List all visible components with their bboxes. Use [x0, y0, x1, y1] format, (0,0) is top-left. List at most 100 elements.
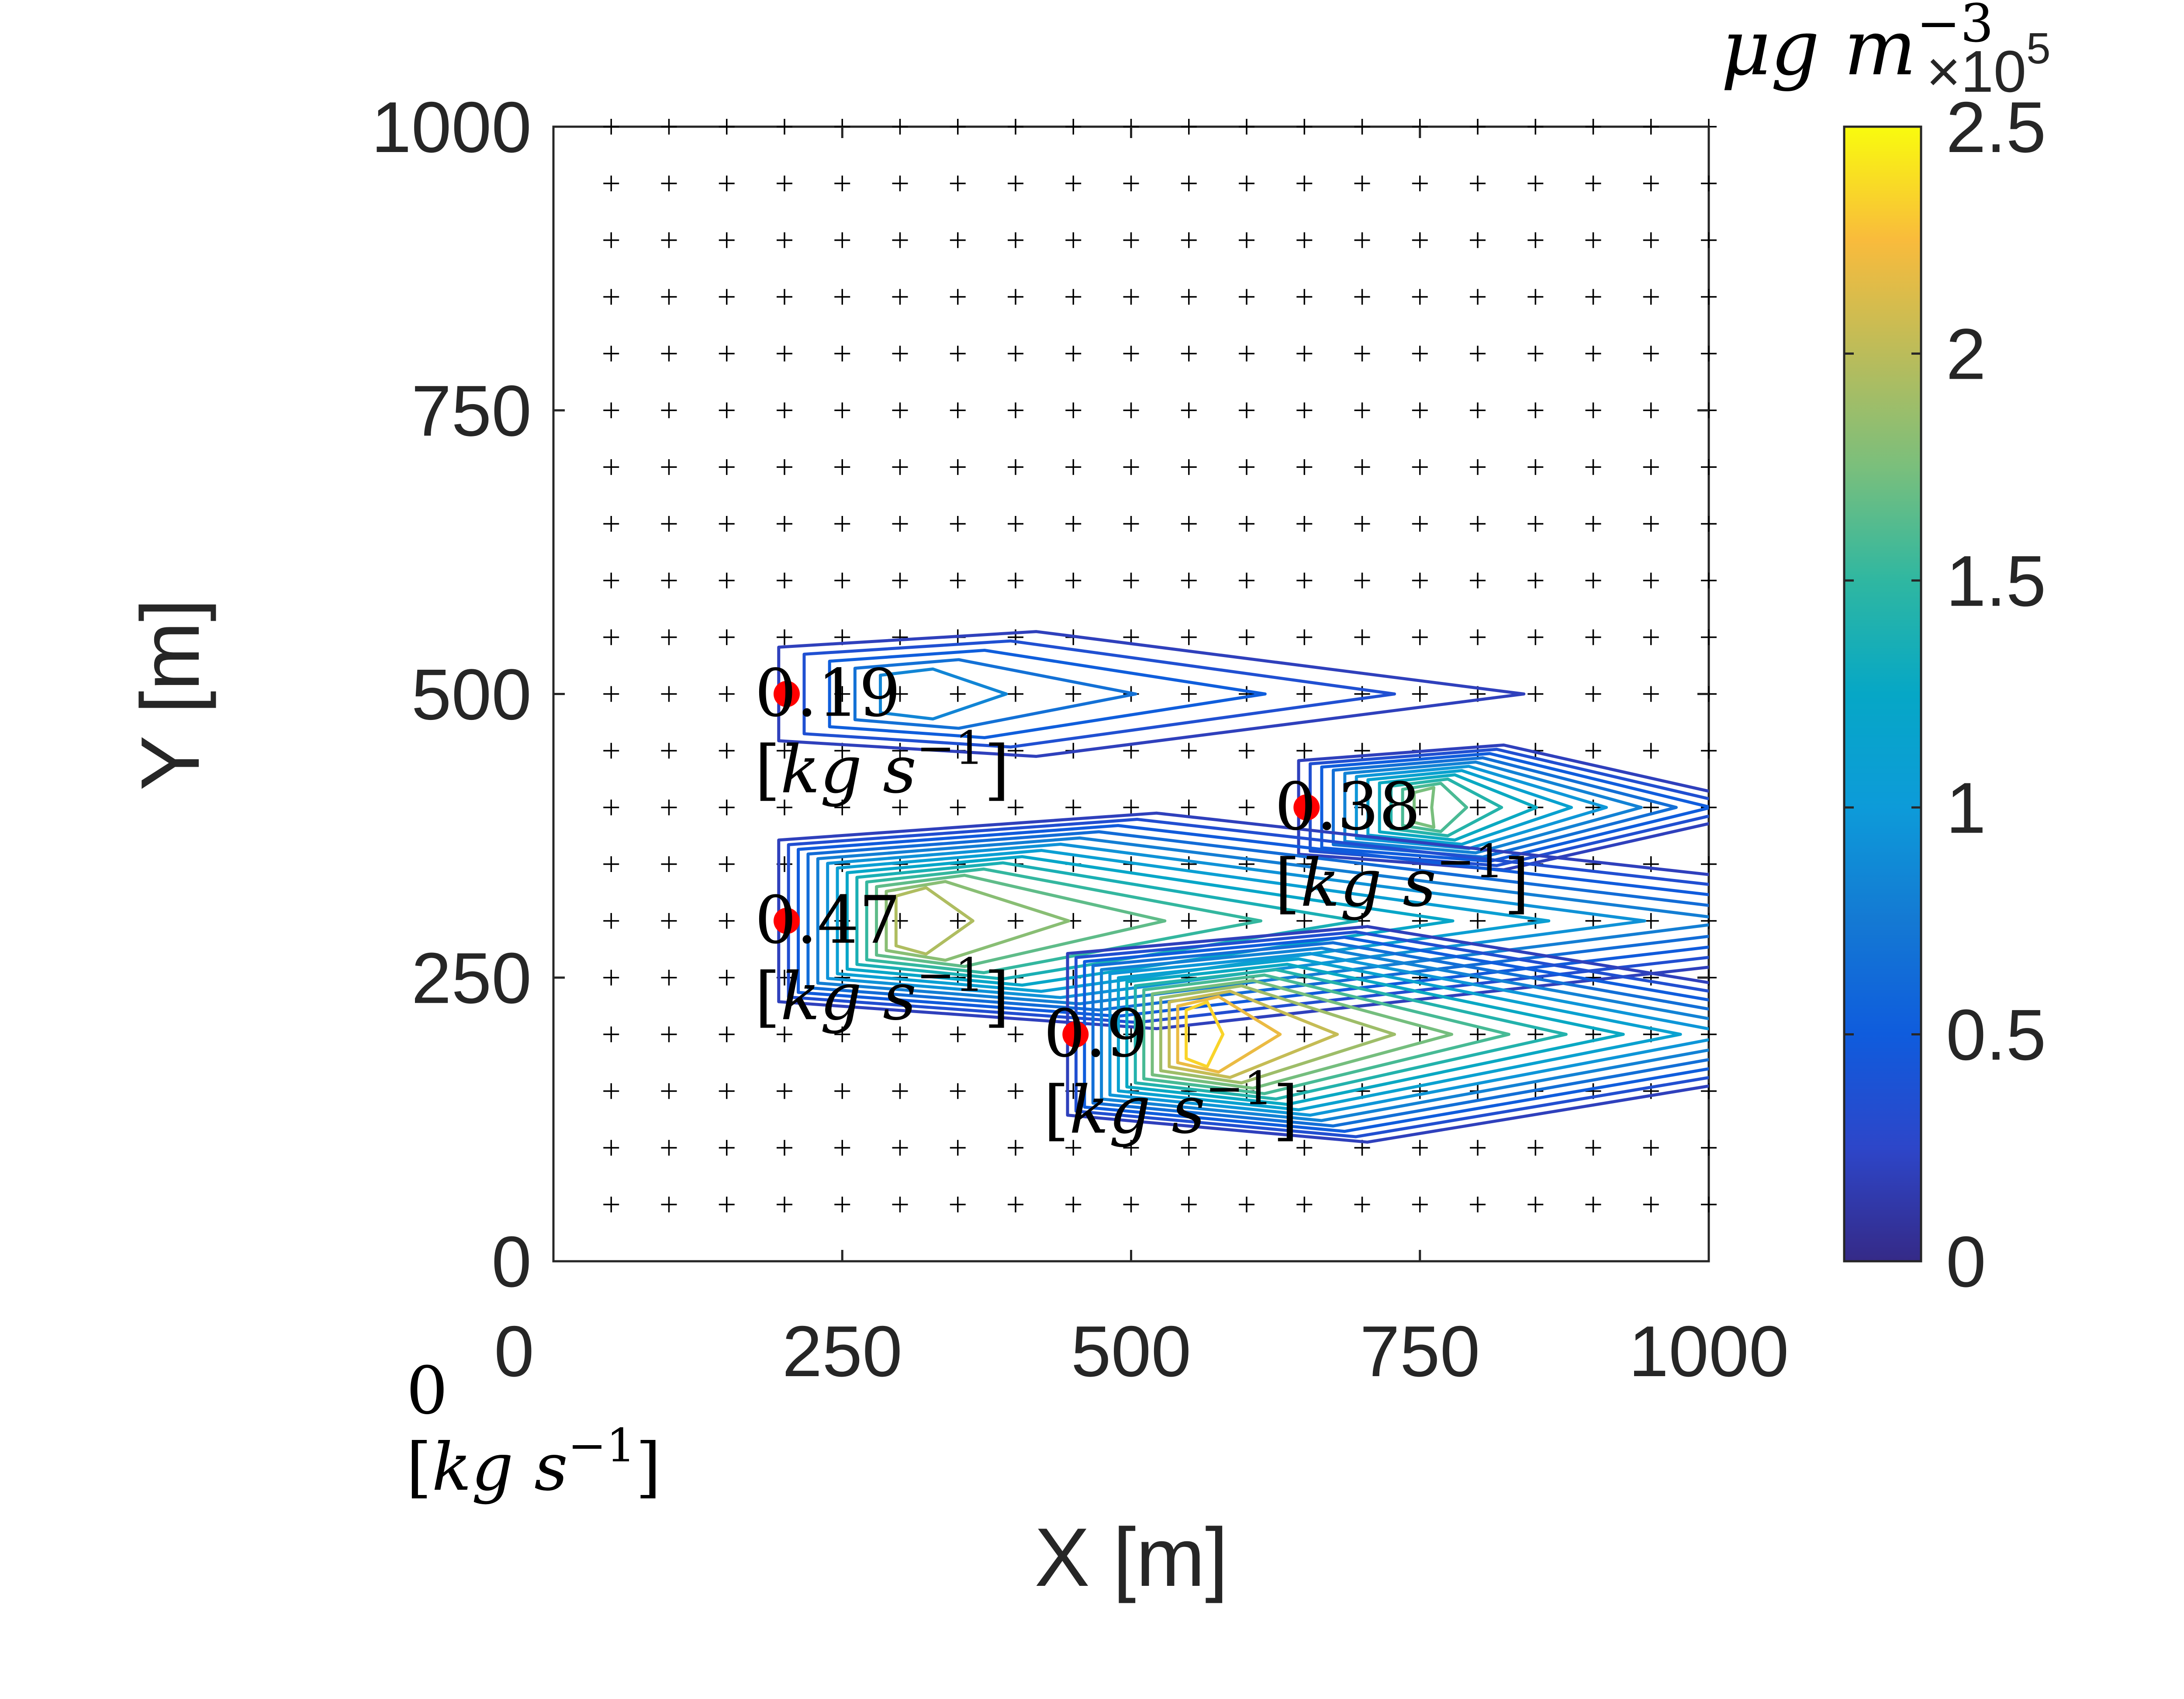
unit-part: [ — [1044, 1073, 1069, 1149]
grid-marker — [719, 743, 735, 759]
grid-marker — [1296, 743, 1313, 759]
grid-marker — [1643, 1197, 1659, 1213]
grid-marker — [950, 1140, 966, 1156]
grid-marker — [603, 1026, 619, 1042]
grid-marker — [1354, 1197, 1370, 1213]
contour-line — [1366, 769, 1573, 846]
grid-marker — [777, 232, 792, 248]
contour-line — [826, 842, 1647, 999]
grid-marker — [661, 686, 677, 702]
grid-marker — [834, 799, 850, 816]
contour-line — [1378, 773, 1538, 842]
grid-marker — [1354, 1026, 1370, 1042]
grid-marker — [1123, 913, 1139, 929]
grid-marker — [719, 1083, 735, 1099]
grid-marker — [1239, 346, 1254, 362]
emission-source: 0.38[kg s−1] — [1275, 769, 1529, 921]
grid-marker — [950, 1026, 966, 1042]
colorbar-tick-label: 2 — [1946, 314, 1986, 394]
y-tick-label: 500 — [411, 654, 532, 735]
grid-marker — [1123, 402, 1139, 419]
grid-marker — [1354, 459, 1370, 475]
y-axis-ticks: 0 250 500 750 1000 — [371, 87, 1709, 1302]
grid-marker — [1296, 1197, 1313, 1213]
grid-marker — [1181, 743, 1197, 759]
grid-marker — [661, 459, 677, 475]
grid-marker — [1354, 119, 1370, 135]
grid-marker — [719, 686, 735, 702]
grid-marker — [1008, 119, 1023, 135]
grid-marker — [1412, 572, 1428, 588]
grid-marker — [1181, 119, 1197, 135]
grid-marker — [1065, 346, 1082, 362]
grid-marker — [950, 913, 966, 929]
grid-marker — [1585, 516, 1601, 532]
grid-marker — [950, 402, 966, 419]
contour-line — [806, 830, 1709, 1012]
grid-marker — [834, 1197, 850, 1213]
grid-marker — [1181, 175, 1197, 191]
unit-exponent: −1 — [1436, 835, 1504, 888]
grid-marker — [1585, 1197, 1601, 1213]
grid-marker — [719, 1026, 735, 1042]
grid-marker — [1527, 516, 1544, 532]
y-tick-label: 750 — [411, 370, 532, 451]
contour-line — [828, 649, 1267, 739]
grid-marker — [1527, 629, 1544, 645]
grid-marker — [1527, 686, 1544, 702]
colorbar-tick-label: 0 — [1946, 1221, 1986, 1302]
grid-marker — [834, 969, 850, 986]
grid-marker — [1527, 289, 1544, 305]
source-marker — [774, 681, 800, 707]
grid-marker — [892, 459, 908, 475]
grid-marker — [1527, 1026, 1544, 1042]
grid-marker — [719, 402, 735, 419]
grid-marker — [1643, 175, 1659, 191]
grid-marker — [1123, 1140, 1139, 1156]
unit-exponent: −1 — [1205, 1062, 1273, 1115]
grid-marker — [1412, 516, 1428, 532]
origin-source-annotation: 0[kg s−1] — [406, 1353, 661, 1505]
grid-marker — [1701, 232, 1717, 248]
unit-part — [513, 1429, 534, 1505]
grid-marker — [777, 572, 792, 588]
grid-marker — [1412, 232, 1428, 248]
x-axis-ticks: 0 250 500 750 1000 — [494, 127, 1789, 1391]
grid-marker — [1181, 572, 1197, 588]
contour-line — [1142, 973, 1510, 1095]
grid-marker — [1470, 1140, 1486, 1156]
grid-marker — [1296, 572, 1313, 588]
grid-marker — [1412, 175, 1428, 191]
grid-marker — [1585, 856, 1601, 872]
colorbar-gradient — [1843, 125, 1922, 1263]
x-tick-label: 250 — [782, 1311, 902, 1391]
contour-line — [836, 849, 1551, 993]
grid-marker — [661, 913, 677, 929]
grid-marker — [1412, 686, 1428, 702]
grid-marker — [1296, 629, 1313, 645]
grid-marker — [1239, 686, 1254, 702]
grid-marker — [1701, 572, 1717, 588]
grid-marker — [719, 346, 735, 362]
y-axis-label: Y [m] — [124, 599, 217, 791]
grid-marker — [1643, 629, 1659, 645]
grid-marker — [1123, 346, 1139, 362]
grid-marker — [1065, 686, 1082, 702]
grid-marker — [1412, 1140, 1428, 1156]
contour-line — [802, 639, 1396, 749]
grid-marker — [1239, 799, 1254, 816]
grid-marker — [1065, 175, 1082, 191]
grid-marker — [1527, 175, 1544, 191]
source-marker — [1293, 794, 1320, 821]
contour-line — [894, 886, 975, 956]
grid-marker — [719, 572, 735, 588]
grid-marker — [1527, 572, 1544, 588]
colorbar-multiplier: ×105 — [1926, 24, 2051, 104]
unit-exponent: −1 — [916, 948, 984, 1002]
grid-marker — [1123, 516, 1139, 532]
grid-marker — [1701, 289, 1717, 305]
source-rate-label: 0.9 — [1044, 996, 1148, 1072]
unit-exponent: −1 — [916, 722, 984, 775]
grid-marker — [1585, 686, 1601, 702]
grid-marker — [1643, 1140, 1659, 1156]
